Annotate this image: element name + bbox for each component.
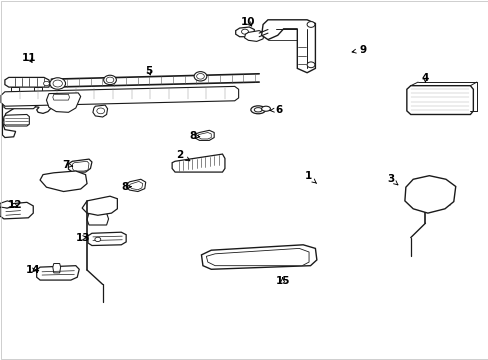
Polygon shape bbox=[37, 266, 79, 280]
Polygon shape bbox=[46, 93, 81, 112]
Text: 8: 8 bbox=[121, 182, 131, 192]
Polygon shape bbox=[53, 94, 69, 100]
Polygon shape bbox=[126, 179, 145, 192]
Polygon shape bbox=[72, 161, 89, 171]
Circle shape bbox=[241, 29, 248, 34]
Polygon shape bbox=[411, 184, 448, 186]
Text: 4: 4 bbox=[421, 73, 428, 84]
Polygon shape bbox=[411, 193, 448, 195]
Polygon shape bbox=[201, 245, 316, 269]
Polygon shape bbox=[411, 202, 448, 204]
Circle shape bbox=[196, 73, 204, 79]
Polygon shape bbox=[411, 197, 448, 199]
Polygon shape bbox=[53, 264, 61, 273]
Text: 6: 6 bbox=[269, 105, 282, 115]
Polygon shape bbox=[406, 86, 472, 114]
Polygon shape bbox=[93, 105, 107, 117]
Polygon shape bbox=[11, 87, 19, 91]
Polygon shape bbox=[4, 114, 29, 126]
Polygon shape bbox=[235, 27, 254, 37]
Text: 2: 2 bbox=[176, 150, 189, 161]
Polygon shape bbox=[1, 86, 238, 106]
Circle shape bbox=[95, 237, 101, 242]
Circle shape bbox=[306, 62, 314, 68]
Text: 14: 14 bbox=[26, 265, 41, 275]
Polygon shape bbox=[88, 232, 126, 246]
Polygon shape bbox=[261, 20, 315, 73]
Text: 8: 8 bbox=[189, 131, 200, 141]
Text: 15: 15 bbox=[275, 276, 289, 286]
Polygon shape bbox=[40, 171, 87, 192]
Text: 3: 3 bbox=[387, 174, 397, 185]
Polygon shape bbox=[129, 181, 142, 190]
Ellipse shape bbox=[254, 108, 262, 112]
Polygon shape bbox=[0, 201, 12, 208]
Circle shape bbox=[53, 80, 62, 87]
Polygon shape bbox=[411, 188, 448, 190]
Polygon shape bbox=[172, 154, 224, 172]
Circle shape bbox=[194, 72, 206, 81]
Text: 13: 13 bbox=[76, 233, 90, 243]
Circle shape bbox=[90, 202, 100, 209]
Text: 9: 9 bbox=[351, 45, 366, 55]
Ellipse shape bbox=[250, 106, 265, 114]
Circle shape bbox=[103, 75, 116, 85]
Polygon shape bbox=[68, 159, 92, 172]
Text: 5: 5 bbox=[145, 66, 152, 76]
Polygon shape bbox=[5, 77, 50, 87]
Text: 11: 11 bbox=[22, 53, 37, 63]
Polygon shape bbox=[2, 99, 53, 138]
Text: 1: 1 bbox=[304, 171, 316, 183]
Polygon shape bbox=[4, 100, 35, 109]
Polygon shape bbox=[0, 202, 33, 219]
Polygon shape bbox=[87, 213, 108, 225]
Polygon shape bbox=[404, 176, 455, 213]
Polygon shape bbox=[198, 132, 211, 139]
Text: 7: 7 bbox=[62, 160, 73, 170]
Polygon shape bbox=[82, 196, 117, 215]
Polygon shape bbox=[34, 87, 42, 91]
Circle shape bbox=[97, 108, 104, 114]
Circle shape bbox=[306, 22, 314, 27]
Polygon shape bbox=[206, 248, 308, 266]
Circle shape bbox=[43, 81, 49, 86]
Polygon shape bbox=[195, 130, 214, 140]
Text: 10: 10 bbox=[241, 17, 255, 27]
Circle shape bbox=[50, 78, 65, 89]
Ellipse shape bbox=[261, 106, 270, 111]
Text: 12: 12 bbox=[7, 200, 22, 210]
Polygon shape bbox=[244, 31, 264, 41]
Circle shape bbox=[106, 77, 114, 83]
Circle shape bbox=[104, 201, 112, 206]
